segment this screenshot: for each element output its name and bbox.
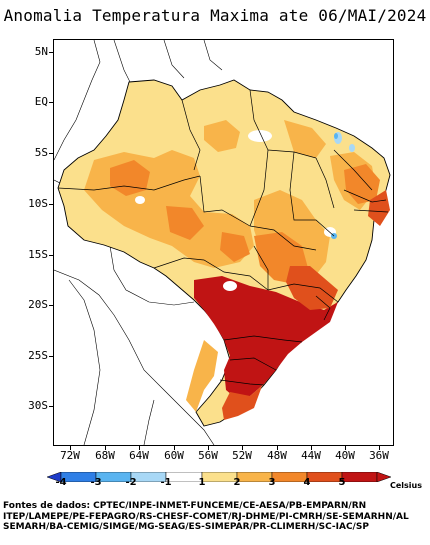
x-tick (70, 445, 71, 450)
y-tick (49, 255, 54, 256)
x-tick-label: 52W (232, 449, 252, 462)
map-title: Anomalia Temperatura Maxima ate 06/MAI/2… (3, 6, 427, 25)
x-tick-label: 72W (60, 449, 80, 462)
colorbar-label: -2 (125, 477, 137, 488)
state-borders (57, 89, 389, 386)
x-tick (345, 445, 346, 450)
y-tick (49, 406, 54, 407)
y-tick-label: 30S (28, 399, 48, 412)
data-sources: Fontes de dados: CPTEC/INPE-INMET-FUNCEM… (3, 501, 429, 533)
colorbar-swatch (376, 472, 392, 482)
y-tick-label: 15S (28, 248, 48, 261)
anomaly-map (54, 40, 391, 445)
y-tick-label: 20S (28, 298, 48, 311)
colorbar-label: 5 (338, 477, 346, 488)
x-tick-label: 64W (129, 449, 149, 462)
colorbar-label: -1 (160, 477, 172, 488)
colorbar-label: -4 (55, 477, 67, 488)
x-tick (139, 445, 140, 450)
sources-line: Fontes de dados: CPTEC/INPE-INMET-FUNCEM… (3, 501, 367, 511)
sources-line: ITEP/LAMEPE/PE-FEPAGRO/RS-CHESF-COMET/RJ… (3, 511, 409, 522)
x-tick (277, 445, 278, 450)
x-tick-label: 60W (164, 449, 184, 462)
y-tick (49, 52, 54, 53)
x-tick-label: 40W (335, 449, 355, 462)
y-tick (49, 153, 54, 154)
y-tick-label: 5N (34, 45, 48, 58)
y-tick (49, 204, 54, 205)
y-tick (49, 305, 54, 306)
colorbar-label: -3 (90, 477, 102, 488)
colorbar-label: 2 (233, 477, 241, 488)
colorbar-label: 1 (198, 477, 206, 488)
anomaly-4to5 (222, 190, 390, 420)
x-tick (208, 445, 209, 450)
y-tick-label: EQ (34, 95, 48, 108)
colorbar-label: 3 (268, 477, 276, 488)
x-tick-label: 36W (369, 449, 389, 462)
x-tick (242, 445, 243, 450)
y-tick-label: 5S (34, 146, 48, 159)
x-tick (379, 445, 380, 450)
y-tick (49, 102, 54, 103)
anomaly-above5 (194, 276, 338, 400)
x-tick-label: 48W (267, 449, 287, 462)
x-tick (174, 445, 175, 450)
x-tick-label: 44W (301, 449, 321, 462)
x-tick (105, 445, 106, 450)
x-tick-label: 56W (198, 449, 218, 462)
colorbar-unit: Celsius (390, 481, 422, 490)
x-tick-label: 68W (95, 449, 115, 462)
colorbar-label: 4 (303, 477, 311, 488)
y-tick-label: 25S (28, 349, 48, 362)
sources-line: SEMARH/BA-CEMIG/SIMGE/MG-SEAG/ES-SIMEPAR… (3, 522, 369, 532)
cool-spots (331, 132, 355, 239)
x-tick (311, 445, 312, 450)
y-tick-label: 10S (28, 197, 48, 210)
colorbar (47, 472, 392, 482)
map-panel (53, 39, 394, 446)
y-tick (49, 356, 54, 357)
